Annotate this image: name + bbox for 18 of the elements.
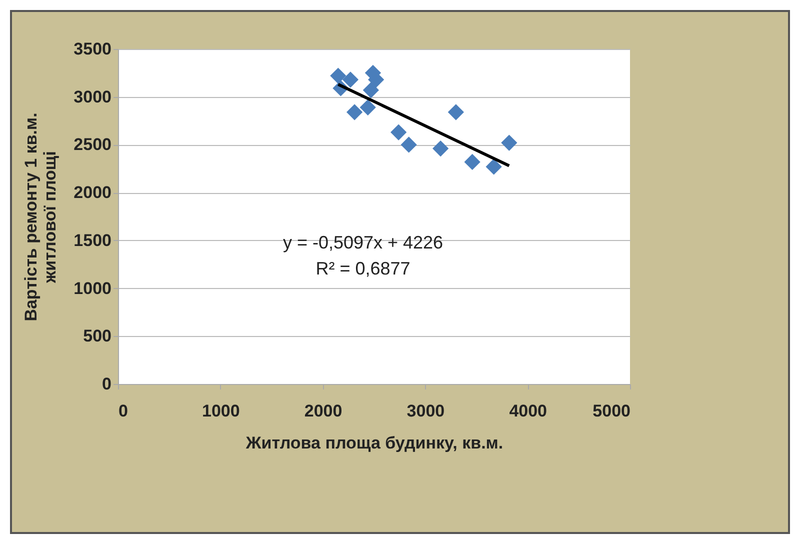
y-tick-label: 2000 bbox=[74, 183, 112, 202]
y-tick-label: 2500 bbox=[74, 135, 112, 154]
x-axis-title: Житлова площа будинку, кв.м. bbox=[244, 434, 504, 452]
x-tick-label: 4000 bbox=[509, 402, 548, 420]
x-tick-label: 1000 bbox=[202, 402, 240, 420]
annotation: R² = 0,6877 bbox=[316, 258, 410, 278]
y-tick-label: 1000 bbox=[74, 278, 112, 298]
x-tick-label: 5000 bbox=[592, 402, 630, 420]
y-tick-label: 1500 bbox=[74, 230, 112, 250]
x-tick-label: 3000 bbox=[406, 402, 445, 420]
y-tick-label: 0 bbox=[102, 374, 112, 394]
annotation: y = -0,5097x + 4226 bbox=[282, 232, 444, 252]
y-tick-label: 3000 bbox=[74, 87, 112, 106]
y-axis-title: Вартість ремонту 1 кв.м. житлової площі bbox=[22, 112, 60, 322]
y-tick-label: 3500 bbox=[74, 40, 112, 58]
x-tick-label: 2000 bbox=[304, 402, 342, 420]
y-tick-label: 500 bbox=[83, 326, 112, 346]
x-tick-label: 0 bbox=[118, 402, 128, 420]
